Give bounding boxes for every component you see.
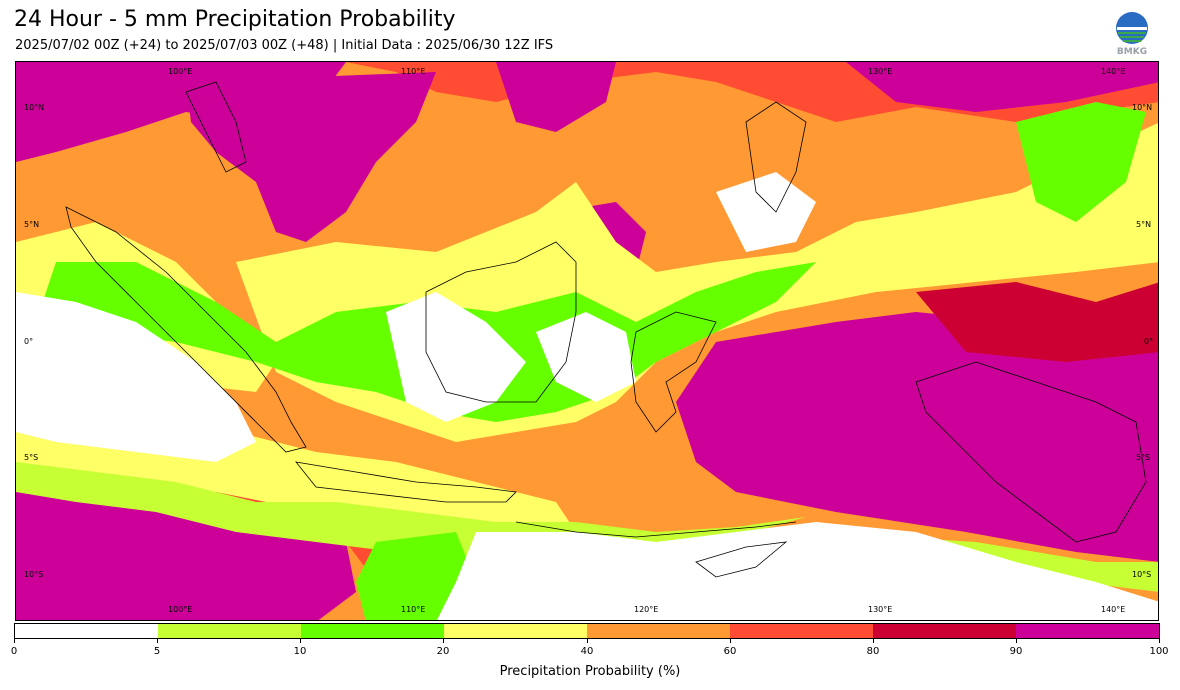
lat-label-5n-right: 5°N <box>1136 220 1151 229</box>
lon-label-130e-top: 130°E <box>868 67 892 76</box>
colorbar-segment <box>158 624 301 638</box>
lat-label-10s-right: 10°S <box>1132 570 1151 579</box>
map-title: 24 Hour - 5 mm Precipitation Probability <box>14 7 456 32</box>
lat-label-10n-left: 10°N <box>24 103 44 112</box>
lon-label-100e-bottom: 100°E <box>168 605 192 614</box>
colorbar-tick-label: 20 <box>436 646 450 657</box>
colorbar-tick <box>1016 639 1017 643</box>
lon-label-120e-bottom: 120°E <box>634 605 658 614</box>
colorbar-segment <box>15 624 158 638</box>
lat-label-5s-right: 5°S <box>1136 453 1150 462</box>
colorbar-tick <box>14 639 15 643</box>
colorbar-segment <box>444 624 587 638</box>
lon-label-110e-top: 110°E <box>401 67 425 76</box>
lon-label-140e-top: 140°E <box>1101 67 1125 76</box>
colorbar-tick <box>873 639 874 643</box>
lon-label-110e-bottom: 110°E <box>401 605 425 614</box>
colorbar-tick-label: 5 <box>153 646 161 657</box>
colorbar-tick <box>1159 639 1160 643</box>
lon-label-100e-top: 100°E <box>168 67 192 76</box>
colorbar-label: Precipitation Probability (%) <box>499 664 681 679</box>
lat-label-5s-left: 5°S <box>24 453 38 462</box>
lat-label-10s-left: 10°S <box>24 570 43 579</box>
lat-label-5n-left: 5°N <box>24 220 39 229</box>
bmkg-logo: BMKG <box>1112 10 1152 57</box>
colorbar-tick-label: 60 <box>723 646 737 657</box>
colorbar-tick <box>443 639 444 643</box>
colorbar-segment <box>301 624 444 638</box>
lat-label-0-left: 0° <box>24 337 33 346</box>
colorbar-segment <box>730 624 873 638</box>
colorbar-tick-label: 40 <box>580 646 594 657</box>
colorbar-tick-label: 10 <box>293 646 307 657</box>
colorbar-segment <box>873 624 1016 638</box>
lat-label-10n-right: 10°N <box>1132 103 1152 112</box>
colorbar-segment <box>1016 624 1159 638</box>
colorbar-tick <box>157 639 158 643</box>
colorbar-tick <box>300 639 301 643</box>
lon-label-140e-bottom: 140°E <box>1101 605 1125 614</box>
map-subtitle: 2025/07/02 00Z (+24) to 2025/07/03 00Z (… <box>15 38 554 53</box>
lon-label-130e-bottom: 130°E <box>868 605 892 614</box>
colorbar-tick-label: 100 <box>1149 646 1169 657</box>
lat-label-0-right: 0° <box>1144 337 1153 346</box>
colorbar-tick-label: 90 <box>1009 646 1023 657</box>
colorbar <box>14 623 1160 639</box>
precipitation-map: 100°E 110°E 130°E 140°E 100°E 110°E 120°… <box>15 61 1159 621</box>
colorbar-ticks: 0 5 10 20 40 60 80 90 100 <box>10 639 1169 659</box>
colorbar-tick-label: 80 <box>866 646 880 657</box>
logo-text: BMKG <box>1117 47 1147 56</box>
colorbar-tick <box>587 639 588 643</box>
colorbar-tick-label: 0 <box>10 646 18 657</box>
colorbar-tick <box>730 639 731 643</box>
colorbar-segment <box>587 624 730 638</box>
